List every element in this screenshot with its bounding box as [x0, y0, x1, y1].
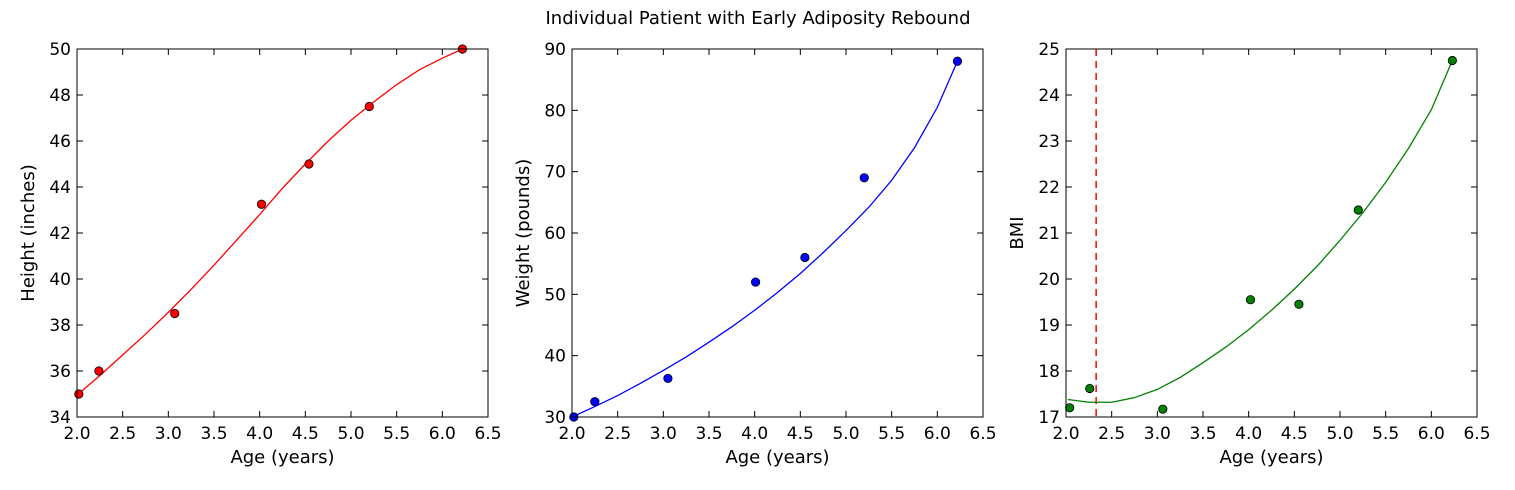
y-tick-label: 42 — [49, 224, 71, 244]
x-tick-label: 2.0 — [558, 424, 585, 444]
data-point — [663, 373, 673, 383]
data-point — [1245, 295, 1256, 305]
y-tick-label: 20 — [1038, 270, 1060, 290]
fit-curve — [572, 61, 959, 417]
x-tick-label: 5.5 — [383, 424, 410, 444]
data-point — [1353, 205, 1363, 215]
data-point — [750, 277, 761, 287]
x-axis-label: Age (years) — [725, 447, 829, 468]
y-tick-label: 34 — [49, 408, 71, 428]
x-tick-label: 6.5 — [474, 424, 501, 444]
y-axis-label: BMI — [1007, 216, 1028, 249]
x-tick-label: 6.5 — [1463, 424, 1490, 444]
y-tick-label: 90 — [544, 40, 566, 60]
x-tick-label: 6.0 — [924, 424, 951, 444]
subplot-3: 2.0 2.5 3.0 3.5 4.0 4.5 5.0 5.5 6.0 6.5 17 18 19 20 21… — [1007, 40, 1491, 468]
y-tick-label: 50 — [49, 40, 71, 60]
y-tick-label: 30 — [544, 408, 566, 428]
data-point — [590, 397, 600, 407]
x-tick-label: 6.0 — [429, 424, 456, 444]
y-tick-label: 46 — [49, 132, 71, 152]
x-tick-label: 2.5 — [604, 424, 631, 444]
subplot-panels: 2.0 2.5 3.0 3.5 4.0 4.5 5.0 5.5 6.0 6.5 34 36 38 40 42… — [18, 40, 1491, 468]
subplot-1: 2.0 2.5 3.0 3.5 4.0 4.5 5.0 5.5 6.0 6.5 34 36 38 40 42… — [18, 40, 502, 468]
y-tick-label: 44 — [49, 178, 71, 198]
data-point — [94, 366, 104, 376]
x-tick-label: 4.0 — [741, 424, 768, 444]
x-tick-label: 5.5 — [878, 424, 905, 444]
plot-area — [572, 61, 959, 417]
y-axis-label: Height (inches) — [18, 164, 39, 301]
y-tick-label: 80 — [544, 101, 566, 121]
y-tick-label: 25 — [1038, 40, 1060, 60]
fit-curve — [77, 49, 463, 396]
y-tick-label: 24 — [1038, 86, 1060, 106]
data-point — [1158, 404, 1168, 414]
data-point — [1065, 403, 1075, 413]
x-tick-label: 5.0 — [832, 424, 859, 444]
y-axis-label: Weight (pounds) — [513, 159, 534, 308]
y-tick-label: 36 — [49, 362, 71, 382]
axes-frame — [571, 48, 984, 418]
plot-area — [1067, 49, 1453, 417]
axes-frame — [76, 48, 489, 418]
x-tick-label: 6.5 — [969, 424, 996, 444]
data-point — [304, 159, 314, 169]
x-tick-label: 4.5 — [787, 424, 814, 444]
x-tick-label: 4.5 — [292, 424, 319, 444]
x-tick-label: 3.5 — [200, 424, 227, 444]
x-tick-label: 3.0 — [155, 424, 182, 444]
y-tick-label: 40 — [544, 347, 566, 367]
data-point — [859, 173, 869, 183]
data-point — [364, 101, 374, 112]
x-axis-label: Age (years) — [1219, 447, 1323, 468]
x-tick-label: 2.0 — [1052, 424, 1079, 444]
x-axis-label: Age (years) — [230, 447, 334, 468]
y-tick-label: 17 — [1038, 408, 1060, 428]
axes-frame — [1065, 48, 1478, 418]
x-tick-label: 4.0 — [1235, 424, 1262, 444]
data-point — [1447, 55, 1457, 66]
subplot-2: 2.0 2.5 3.0 3.5 4.0 4.5 5.0 5.5 6.0 6.5 30 40 50 60 70… — [513, 40, 997, 468]
x-tick-label: 3.0 — [650, 424, 677, 444]
data-point — [800, 252, 810, 263]
x-tick-label: 2.0 — [63, 424, 90, 444]
plot-area — [77, 49, 463, 396]
data-point — [256, 199, 267, 209]
x-tick-label: 5.0 — [1326, 424, 1353, 444]
y-tick-label: 50 — [544, 285, 566, 305]
figure-title: Individual Patient with Early Adiposity … — [546, 8, 971, 29]
data-point — [952, 56, 963, 66]
x-tick-label: 2.5 — [109, 424, 136, 444]
y-tick-label: 38 — [49, 316, 71, 336]
x-tick-label: 3.0 — [1144, 424, 1171, 444]
x-tick-label: 5.5 — [1372, 424, 1399, 444]
y-tick-label: 18 — [1038, 362, 1060, 382]
y-tick-label: 22 — [1038, 178, 1060, 198]
x-tick-label: 3.5 — [695, 424, 722, 444]
data-point — [170, 308, 180, 319]
y-tick-label: 21 — [1038, 224, 1060, 244]
y-tick-label: 48 — [49, 86, 71, 106]
x-tick-label: 2.5 — [1098, 424, 1125, 444]
fit-curve — [1067, 60, 1453, 403]
x-tick-label: 4.5 — [1281, 424, 1308, 444]
x-tick-label: 3.5 — [1189, 424, 1216, 444]
x-tick-label: 4.0 — [246, 424, 273, 444]
y-tick-label: 19 — [1038, 316, 1060, 336]
y-tick-label: 40 — [49, 270, 71, 290]
data-point — [1085, 383, 1095, 394]
y-tick-label: 23 — [1038, 132, 1060, 152]
x-tick-label: 5.0 — [337, 424, 364, 444]
y-tick-label: 60 — [544, 224, 566, 244]
data-point — [74, 389, 84, 399]
data-point — [1294, 299, 1304, 309]
x-tick-label: 6.0 — [1418, 424, 1445, 444]
y-tick-label: 70 — [544, 163, 566, 183]
